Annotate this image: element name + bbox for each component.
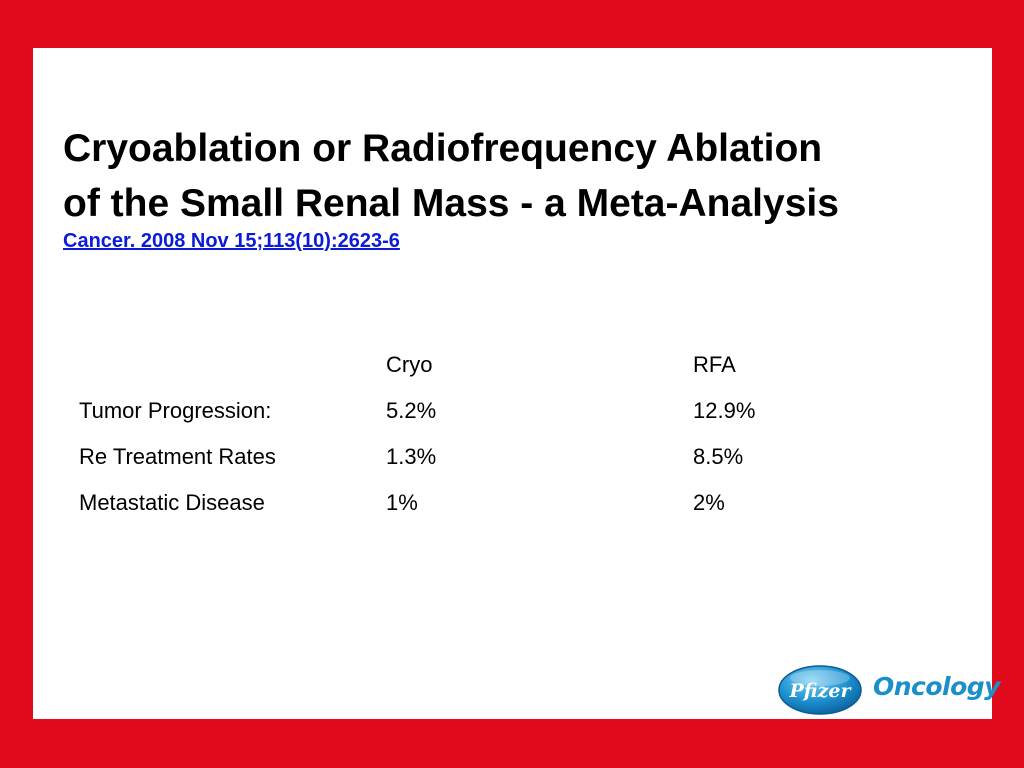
row-label: Metastatic Disease [79,490,265,515]
oncology-wordmark: Oncology [873,672,1000,701]
citation-link[interactable]: Cancer. 2008 Nov 15;113(10):2623-6 [63,230,400,252]
slide-title-line-2: of the Small Renal Mass - a Meta-Analysi… [63,182,839,225]
rfa-value: 12.9% [693,398,756,423]
slide-panel: Cryoablation or Radiofrequency Ablation … [33,48,1000,719]
slide-title: Cryoablation or Radiofrequency Ablation … [63,121,983,231]
cryo-value: 1.3% [386,444,437,469]
table-header-row: Cryo RFA [79,342,893,388]
cryo-value: 5.2% [386,398,437,423]
row-label: Tumor Progression: [79,398,272,423]
rfa-value: 2% [693,490,725,515]
cryo-value: 1% [386,490,418,515]
header-cell-cryo: Cryo [386,352,433,377]
pfizer-oval-icon: Pfizer [778,665,862,715]
row-label: Re Treatment Rates [79,444,276,469]
pfizer-oncology-logo: Pfizer Oncology [777,662,1000,718]
pfizer-wordmark: Pfizer [789,680,853,702]
rfa-value: 8.5% [693,444,744,469]
slide-title-line-1: Cryoablation or Radiofrequency Ablation [63,127,823,170]
table-row: Tumor Progression: 5.2% 12.9% [79,388,893,434]
header-cell-empty [79,342,386,388]
table-row: Metastatic Disease 1% 2% [79,480,893,526]
header-cell-rfa: RFA [693,352,736,377]
results-table: Cryo RFA Tumor Progression: 5.2% 12.9% R… [79,342,893,526]
table-row: Re Treatment Rates 1.3% 8.5% [79,434,893,480]
